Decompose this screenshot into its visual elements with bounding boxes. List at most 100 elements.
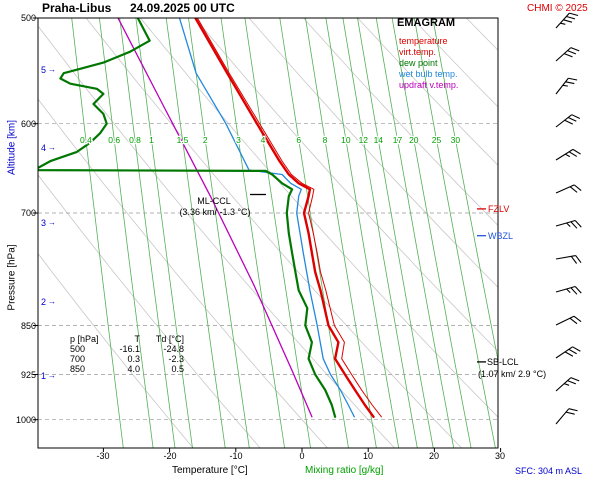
dry-adiabat-line [38,252,194,448]
mixing-ratio-label: 2 [203,135,208,145]
mixing-ratio-line [244,18,311,448]
table-cell: 0.3 [127,354,140,364]
mixing-ratio-line [135,18,193,448]
fzlv-label: FZLV [488,204,510,214]
mixing-ratio-label: 3 [236,135,241,145]
legend-item-updraft: updraft v.temp. [399,80,459,90]
legend-item-dew-point: dew point [399,58,438,68]
plot-frame [37,17,499,449]
wind-barb [555,285,582,295]
mixing-ratio-line [119,18,176,448]
altitude-tick-2: 2 → [41,297,56,307]
altitude-tick-5-label: 5 [41,65,47,75]
wind-barb [555,346,581,359]
table-cell: -24.8 [163,344,184,354]
table-row: 700 0.3 -2.3 [70,354,184,364]
temp-tick--20: -20 [163,451,177,461]
altitude-tick-4: 4 → [41,143,56,153]
mixing-ratio-label: 0.8 [129,135,141,145]
dry-adiabat-line [466,18,498,51]
altitude-tick-3: 3 → [41,218,56,228]
wbzl-label: WBZL [488,231,514,241]
mixing-ratio-label: 10 [341,135,351,145]
temp-tick--30: -30 [96,451,110,461]
altitude-tick-1-label: 1 [41,371,47,381]
mixing-ratio-label: 20 [409,135,419,145]
mixing-ratio-label: 12 [359,135,369,145]
mixing-ratio-line [99,18,154,448]
altitude-axis-title: Altitude [km] [6,119,18,176]
pressure-tick-850: 850 [20,321,36,331]
station-name: Praha-Libus [42,1,112,15]
wind-barb [555,12,579,29]
ml-ccl-label: ML-CCL [197,196,231,206]
mixing-ratio-line [432,18,498,363]
altitude-tick-5: 5 → [41,65,56,75]
mixing-ratio-label: 14 [374,135,384,145]
table-header-temp: T [134,334,141,344]
wind-barb [555,408,578,425]
mixing-ratio-line [413,18,496,448]
altitude-tick-1: 1 → [41,371,56,381]
ml-ccl-detail: (3.36 km/ -1.3 °C) [179,207,251,217]
wind-barb [555,377,580,392]
altitude-arrow-icon: → [48,297,57,306]
legend-title: EMAGRAM [397,17,456,29]
wind-barb [555,219,582,229]
altitude-tick-2-label: 2 [41,297,47,307]
sounding-datetime: 24.09.2025 00 UTC [130,1,235,15]
temp-tick-30: 30 [494,451,505,461]
surface-elevation-label: SFC: 304 m ASL [515,466,583,476]
mixing-ratio-label: 8 [323,135,328,145]
table-header-pressure: p [hPa] [70,334,99,344]
mixing-ratio-label: 25 [432,135,442,145]
table-row: 850 4.0 0.5 [70,364,184,374]
dry-adiabat-line [38,174,261,448]
dry-adiabat-line [85,18,462,448]
altitude-arrow-icon: → [48,143,57,152]
legend-item-virt-temp: virt.temp. [399,47,437,57]
mixing-ratio-line [325,18,400,448]
dry-adiabat-line [38,98,328,448]
wind-barb [555,47,580,62]
mixing-ratio-line [342,18,418,448]
mixing-ratio-line [71,18,124,448]
table-cell: -16.1 [119,344,140,354]
table-cell: 850 [70,364,86,374]
pressure-axis-title: Pressure [hPa] [6,244,18,311]
table-cell: 500 [70,344,86,354]
altitude-arrow-icon: → [48,65,57,74]
mixing-ratio-line [188,18,250,448]
temp-tick-0: 0 [299,451,305,461]
pressure-tick-1000: 1000 [15,415,36,425]
plot-area [38,18,498,448]
sb-lcl-label: SB-LCL [487,357,519,367]
x-axis-title: Temperature [°C] [172,465,248,476]
altitude-arrow-icon: → [48,218,57,227]
dry-adiabat-line [303,18,498,226]
dry-adiabat-line [38,25,395,448]
table-row: 500 -16.1 -24.8 [70,344,184,354]
mixing-ratio-label: 1.5 [177,135,189,145]
wind-barb [555,114,581,128]
temperature-curve [194,18,375,418]
mixing-ratio-label: 1 [149,135,154,145]
mixing-ratio-label: 17 [393,135,403,145]
temp-tick--10: -10 [229,451,243,461]
wind-barb [555,184,582,194]
virtual-temperature-curve [196,18,382,418]
mixing-ratio-line [220,18,285,448]
wet-bulb-temperature-curve [178,18,355,418]
altitude-tick-4-label: 4 [41,143,47,153]
dry-adiabat-line [357,18,498,166]
mixing-ratio-line [375,18,455,448]
pressure-tick-925: 925 [20,370,36,380]
mixing-ratio-line [165,18,226,448]
altitude-tick-3-label: 3 [41,218,47,228]
sounding-table: p [hPa] T Td [°C] 500 -16.1 -24.8 700 0.… [70,334,184,374]
mixing-ratio-labels: 0.4 0.6 0.8 1 1.5 2 3 4 6 8 10 12 14 17 20 25 30 [79,134,462,147]
mixing-ratio-label: 6 [296,135,301,145]
mixing-ratio-line [391,18,472,448]
mixing-ratio-line [357,18,434,448]
